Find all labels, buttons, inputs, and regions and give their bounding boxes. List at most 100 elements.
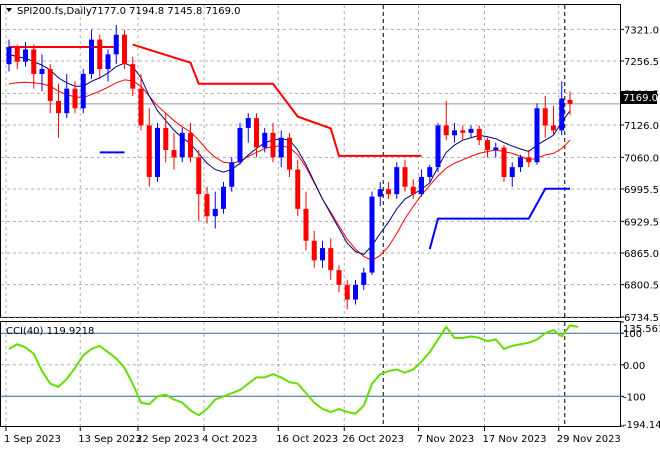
candle-body	[113, 34, 119, 55]
candle-body	[47, 69, 53, 101]
candle-body	[320, 248, 325, 261]
price-tick-label: 7060.0	[624, 153, 659, 164]
vertical-markers	[382, 5, 566, 426]
candle-body	[336, 270, 342, 285]
candle-body	[443, 125, 449, 136]
candle-body	[80, 73, 86, 109]
price-tick-label: 6800.5	[624, 281, 659, 292]
candle-body	[97, 39, 103, 70]
candle-body	[31, 49, 37, 74]
cci-tick-label: 0.00	[623, 361, 645, 372]
price-tick-label: 6865.0	[624, 249, 659, 260]
time-tick-label: 7 Nov 2023	[417, 434, 475, 445]
candle-body	[344, 284, 350, 300]
last-price-tag-bg	[621, 91, 657, 104]
candle-body	[155, 127, 160, 177]
candle-body	[518, 157, 523, 168]
price-tick-label: 7126.0	[624, 121, 659, 132]
candle-body	[122, 34, 127, 65]
candle-body	[64, 88, 70, 114]
candle-body	[452, 130, 457, 136]
candle-body	[394, 167, 400, 195]
price-tick-label: 6734.5	[624, 313, 659, 324]
candle-body	[559, 98, 565, 131]
cci-panel-frame	[0, 321, 621, 427]
time-tick-label: 26 Oct 2023	[342, 434, 404, 445]
price-tick-label: 6929.5	[624, 217, 659, 228]
support-stop-line	[428, 187, 570, 250]
candle-body	[262, 132, 268, 148]
candle-body	[14, 46, 20, 62]
grid-lines	[1, 5, 620, 426]
candle-body	[146, 125, 152, 177]
price-tick-label: 7321.0	[624, 25, 659, 36]
candle-body	[311, 240, 317, 261]
ohlc-label: 7177.0 7194.8 7145.8 7169.0	[91, 6, 241, 17]
symbol-label: SPI200.fs,Daily	[17, 6, 92, 17]
collapse-triangle-icon[interactable]	[6, 8, 12, 12]
candle-body	[427, 167, 433, 177]
candle-body	[229, 162, 235, 187]
price-tick-label: 6995.5	[624, 185, 659, 196]
candle-body	[196, 157, 202, 195]
candle-body	[270, 132, 276, 158]
price-tick-label: 7256.5	[624, 57, 659, 68]
candle-body	[39, 69, 45, 74]
time-tick-label: 4 Oct 2023	[202, 434, 257, 445]
candle-body	[534, 108, 540, 163]
candle-body	[410, 186, 416, 195]
cci-indicator	[1, 324, 620, 417]
candle-body	[287, 137, 292, 170]
candle-body	[402, 167, 408, 187]
candle-body	[130, 64, 136, 89]
candle-body	[212, 208, 218, 217]
candle-body	[138, 88, 144, 126]
candle-body	[468, 128, 474, 133]
candle-body	[501, 147, 507, 177]
candle-body	[105, 54, 111, 70]
candle-body	[254, 118, 259, 148]
cci-line	[8, 324, 579, 417]
candle-body	[89, 39, 94, 74]
candle-body	[542, 108, 548, 126]
candle-body	[221, 186, 226, 209]
candlesticks	[6, 24, 573, 310]
candle-body	[526, 157, 532, 163]
candle-body	[204, 194, 210, 217]
candle-body	[353, 284, 358, 300]
cci-axis: 135.5619100 0.00 -100 -194.141	[620, 321, 660, 431]
time-tick-label: 29 Nov 2023	[557, 434, 621, 445]
candle-body	[509, 167, 515, 177]
price-panel-frame	[0, 4, 621, 318]
candle-body	[237, 127, 243, 163]
candle-body	[476, 128, 482, 141]
candle-body	[56, 100, 61, 114]
candle-body	[419, 176, 424, 195]
candle-body	[460, 130, 466, 133]
cci-label: CCI(40) 119.9218	[6, 326, 94, 337]
resistance-stop-line	[132, 43, 422, 157]
time-tick-label: 1 Sep 2023	[4, 434, 61, 445]
candle-body	[72, 88, 78, 109]
candle-body	[369, 196, 375, 273]
candle-body	[295, 169, 301, 209]
cci-tick-label: -100	[623, 392, 646, 403]
candle-body	[6, 46, 12, 65]
candle-body	[163, 127, 169, 150]
cci-tick-label: 100	[623, 329, 642, 340]
candle-body	[303, 208, 309, 241]
candle-body	[493, 147, 499, 150]
candle-body	[245, 118, 251, 128]
candle-body	[23, 49, 28, 62]
candle-body	[179, 132, 185, 158]
candle-body	[171, 149, 177, 158]
candle-body	[386, 189, 391, 195]
time-tick-label: 17 Nov 2023	[483, 434, 547, 445]
candle-body	[551, 125, 556, 131]
price-axis: 7321.07256.57190.57126.07060.06995.56929…	[620, 25, 659, 324]
time-tick-label: 22 Sep 2023	[136, 434, 199, 445]
candle-body	[435, 125, 441, 168]
time-tick-label: 16 Oct 2023	[276, 434, 338, 445]
